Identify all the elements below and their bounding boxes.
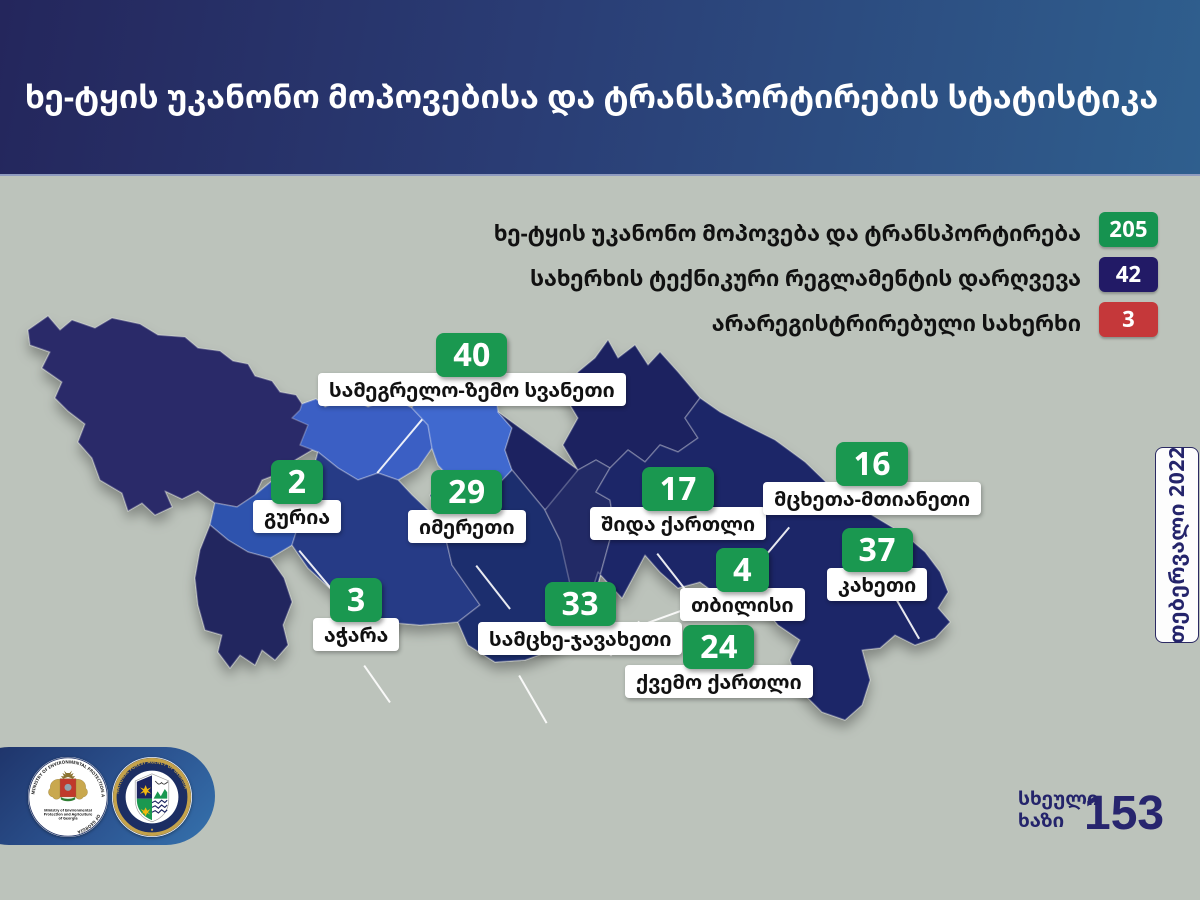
svg-text:of Georgia: of Georgia [58, 816, 77, 821]
